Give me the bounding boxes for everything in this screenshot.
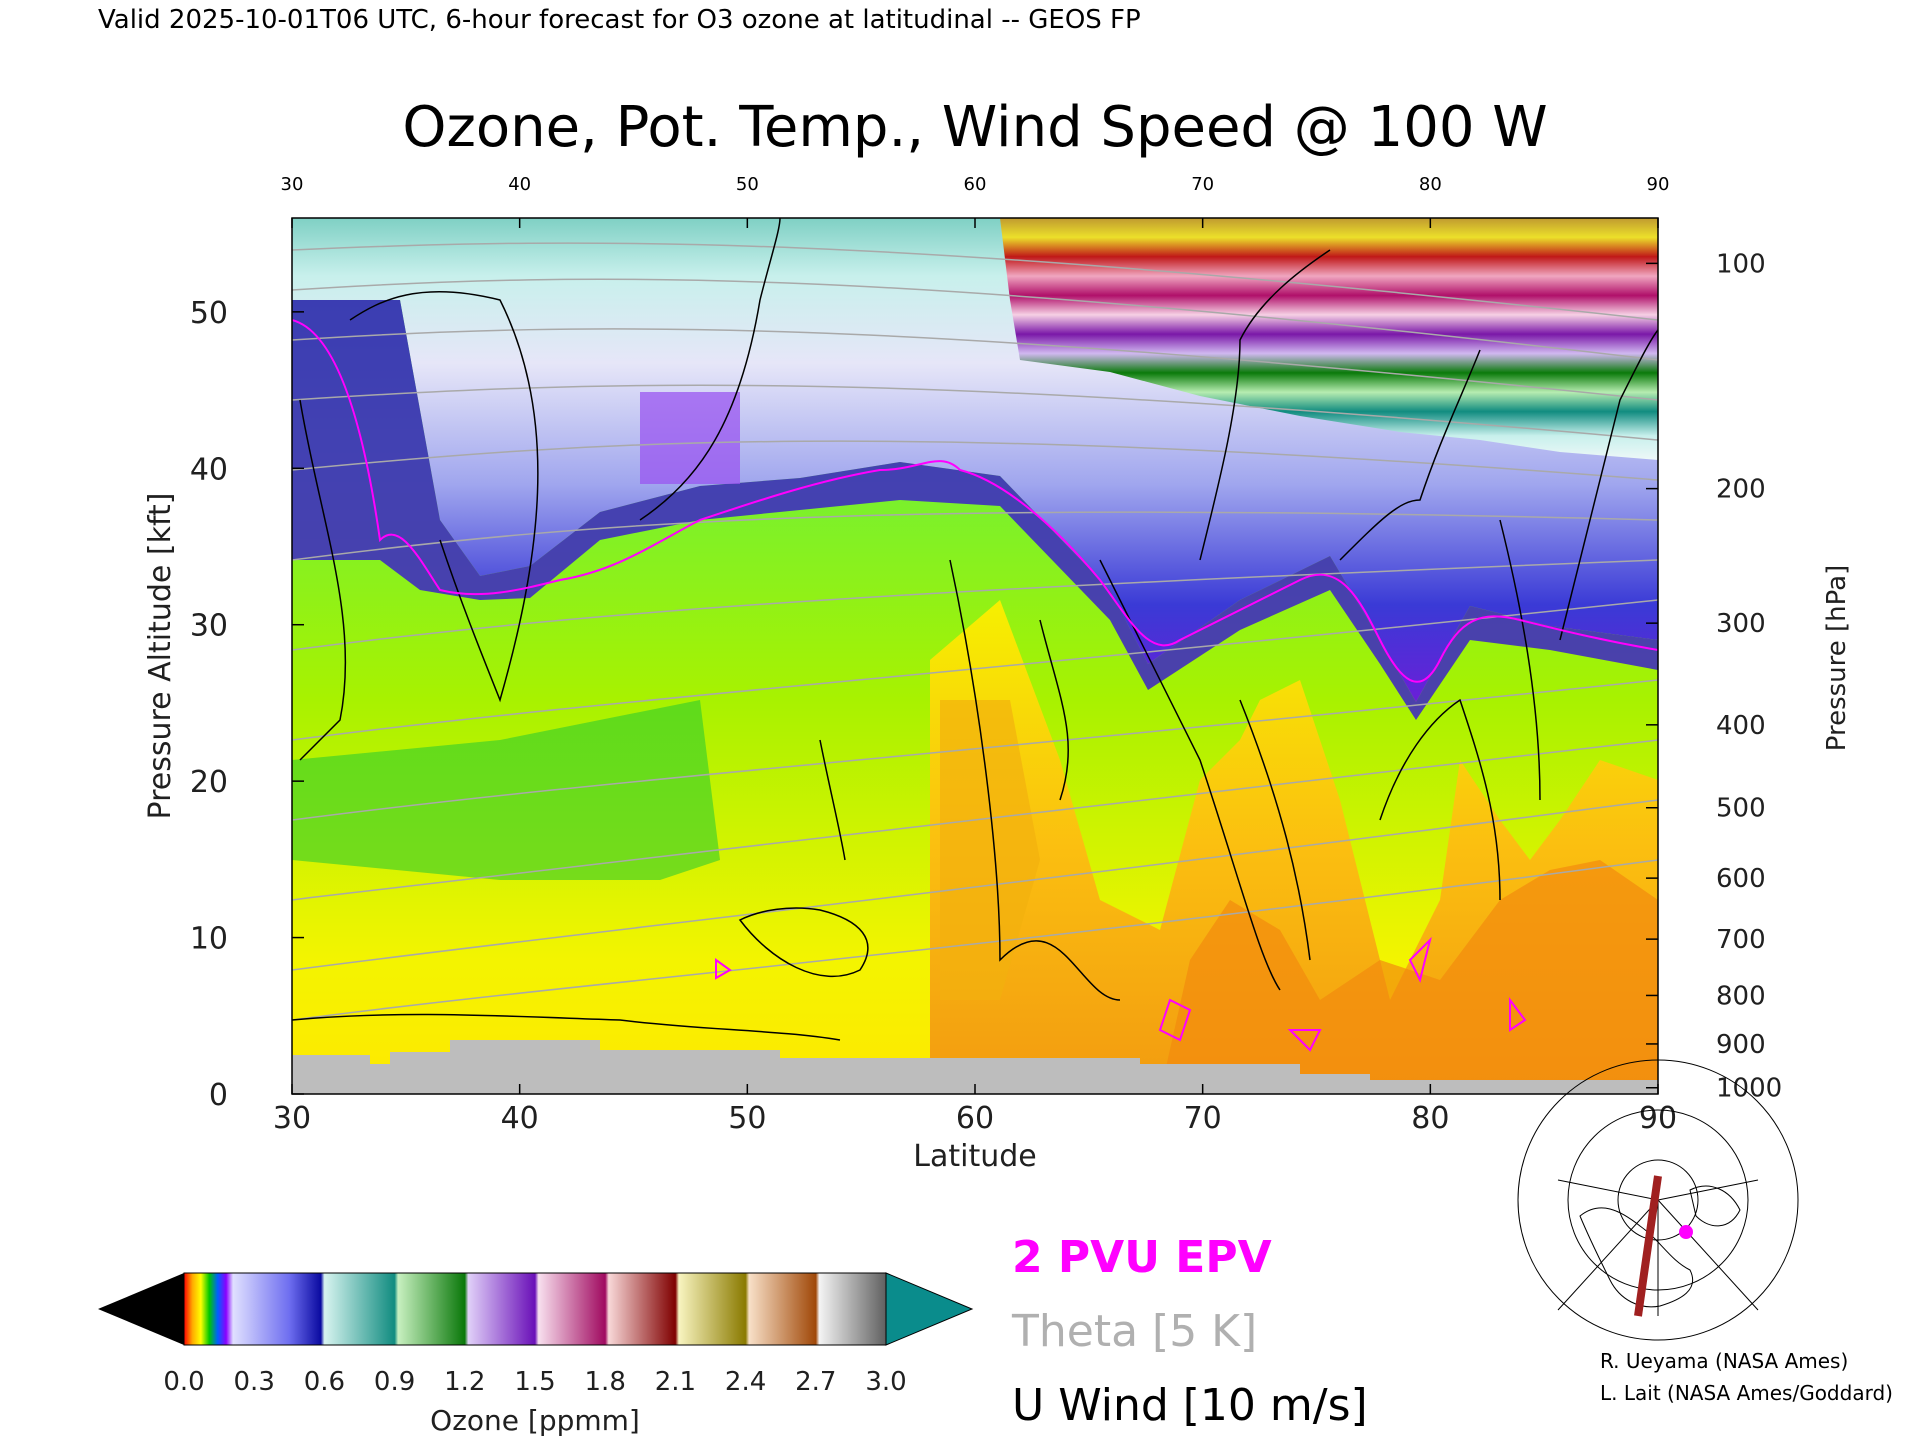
x-tick-label: 90 bbox=[1639, 1101, 1677, 1136]
colorbar-tick-labels: 0.0 0.3 0.6 0.9 1.2 1.5 1.8 2.1 2.4 2.7 3.0 bbox=[163, 1367, 906, 1397]
colorbar bbox=[98, 1272, 974, 1346]
arctic-orange-core bbox=[1160, 860, 1658, 1094]
y-axis-label: Pressure Altitude [kft] bbox=[143, 493, 178, 820]
epv-small-contours bbox=[715, 936, 1527, 1052]
pressure-tick-label: 300 bbox=[1716, 609, 1766, 639]
y-tick-label: 20 bbox=[190, 765, 228, 800]
colorbar-above-arrow bbox=[885, 1272, 974, 1346]
colorbar-tick-label: 1.5 bbox=[514, 1367, 555, 1397]
x-tick-labels-bottom: 30 40 50 60 70 80 90 bbox=[273, 1084, 1677, 1136]
y-tick-label: 30 bbox=[190, 609, 228, 644]
x-tick-label: 30 bbox=[273, 1101, 311, 1136]
x-top-tick-label: 60 bbox=[964, 174, 987, 195]
pressure-tick-label: 700 bbox=[1716, 925, 1766, 955]
orange-plume bbox=[940, 700, 1040, 1000]
x-top-tick-label: 70 bbox=[1191, 174, 1214, 195]
colorbar-tick-label: 2.4 bbox=[725, 1367, 766, 1397]
colorbar-tick-label: 2.7 bbox=[795, 1367, 836, 1397]
polar-map-icon bbox=[1517, 1059, 1799, 1341]
x-tick-label: 50 bbox=[728, 1101, 766, 1136]
colorbar-tick-label: 3.0 bbox=[865, 1367, 906, 1397]
y-tick-label: 0 bbox=[209, 1078, 228, 1113]
pressure-tick-label: 800 bbox=[1716, 981, 1766, 1011]
colorbar-tick-label: 0.9 bbox=[374, 1367, 415, 1397]
pressure-tick-labels: 100 200 300 400 500 600 700 800 900 1000 bbox=[1646, 249, 1782, 1104]
pressure-tick-label: 200 bbox=[1716, 475, 1766, 505]
credit-line-2: L. Lait (NASA Ames/Goddard) bbox=[1600, 1381, 1893, 1405]
colorbar-tick-label: 2.1 bbox=[655, 1367, 696, 1397]
x-top-tick-label: 50 bbox=[736, 174, 759, 195]
plot-area bbox=[292, 218, 1658, 1094]
chart-title: Ozone, Pot. Temp., Wind Speed @ 100 W bbox=[402, 95, 1547, 160]
x-tick-label: 40 bbox=[501, 1101, 539, 1136]
y-tick-label: 40 bbox=[190, 452, 228, 487]
pressure-tick-label: 400 bbox=[1716, 711, 1766, 741]
header-text: Valid 2025-10-01T06 UTC, 6-hour forecast… bbox=[98, 5, 1141, 35]
green-tongue bbox=[292, 700, 720, 880]
x-axis-label: Latitude bbox=[913, 1139, 1036, 1174]
x-top-tick-label: 40 bbox=[508, 174, 531, 195]
colorbar-tick-label: 0.0 bbox=[163, 1367, 204, 1397]
colorbar-tick-label: 1.2 bbox=[444, 1367, 485, 1397]
pressure-tick-label: 500 bbox=[1716, 794, 1766, 824]
colorbar-label: Ozone [ppmm] bbox=[430, 1404, 640, 1437]
y-tick-label: 50 bbox=[190, 296, 228, 331]
pressure-tick-label: 600 bbox=[1716, 864, 1766, 894]
uwind-contours bbox=[292, 218, 1658, 1041]
x-tick-label: 80 bbox=[1411, 1101, 1449, 1136]
polar-stratosphere-bands bbox=[1000, 218, 1658, 460]
credit-line-1: R. Ueyama (NASA Ames) bbox=[1600, 1349, 1848, 1373]
colorbar-tick-label: 0.3 bbox=[234, 1367, 275, 1397]
colorbar-tick-label: 1.8 bbox=[585, 1367, 626, 1397]
colorbar-tick-label: 0.6 bbox=[304, 1367, 345, 1397]
legend-uwind: U Wind [10 m/s] bbox=[1012, 1380, 1368, 1431]
x-top-tick-label: 80 bbox=[1419, 174, 1442, 195]
x-top-tick-label: 30 bbox=[281, 174, 304, 195]
theta-contours bbox=[292, 242, 1658, 1021]
surface-terrain bbox=[292, 1040, 1658, 1094]
x-tick-labels-top: 30 40 50 60 70 80 90 bbox=[281, 174, 1670, 228]
ozone-patch bbox=[640, 392, 740, 484]
y2-axis-label: Pressure [hPa] bbox=[1822, 565, 1852, 752]
epv-2pvu-line bbox=[292, 319, 1658, 683]
legend-theta: Theta [5 K] bbox=[1011, 1306, 1257, 1357]
y-tick-labels: 0 10 20 30 40 50 bbox=[190, 296, 304, 1113]
y-tick-label: 10 bbox=[190, 922, 228, 957]
pressure-tick-label: 1000 bbox=[1716, 1074, 1782, 1104]
x-top-tick-label: 90 bbox=[1647, 174, 1670, 195]
legend-epv: 2 PVU EPV bbox=[1012, 1232, 1272, 1283]
colorbar-below-arrow bbox=[98, 1273, 184, 1345]
colorbar-body bbox=[183, 1272, 887, 1346]
pressure-tick-label: 900 bbox=[1716, 1030, 1766, 1060]
x-tick-label: 70 bbox=[1184, 1101, 1222, 1136]
x-tick-label: 60 bbox=[956, 1101, 994, 1136]
pressure-tick-label: 100 bbox=[1716, 249, 1766, 279]
